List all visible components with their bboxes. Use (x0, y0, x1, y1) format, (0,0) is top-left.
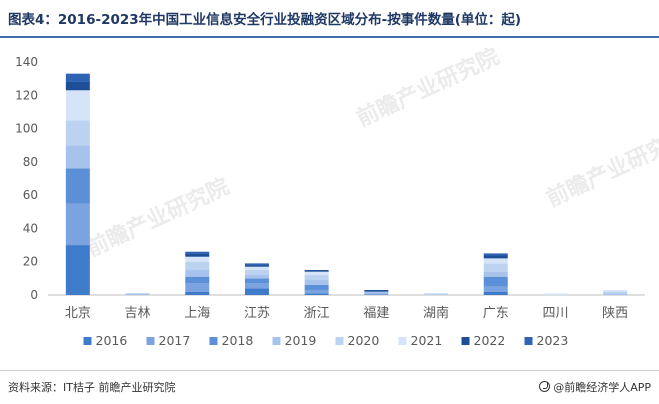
bar-segment-2018 (185, 276, 210, 284)
bar-segment-2022 (304, 270, 329, 272)
bar-segment-2021 (304, 271, 329, 276)
x-tick-label: 四川 (542, 306, 568, 321)
y-tick-label: 40 (23, 221, 38, 235)
bar-segment-2021 (185, 256, 210, 262)
y-tick-label: 80 (23, 155, 38, 169)
bar-segment-2021 (65, 90, 90, 121)
legend-label-2020: 2020 (348, 333, 380, 348)
x-tick-label: 浙江 (304, 306, 330, 321)
y-tick-label: 120 (15, 88, 38, 102)
bar-segment-2023 (185, 251, 210, 254)
footer: 资料来源：IT桔子 前瞻产业研究院 @前瞻经济学人APP (0, 370, 659, 404)
bar-segment-2019 (185, 270, 210, 277)
bar-segment-2016 (65, 245, 90, 295)
bar-segment-2017 (185, 283, 210, 292)
stacked-bar-chart: 0 20 40 60 80 100 120 140 北京 吉林 上海 江苏 浙江 福建 湖南 广东 四川 陕西 20… (15, 55, 645, 348)
bar-segment-2019 (603, 293, 628, 295)
bar-segment-2017 (244, 283, 269, 289)
y-tick-label: 140 (15, 55, 38, 69)
x-tick-label: 福建 (363, 306, 389, 321)
bar-segment-2021 (244, 266, 269, 271)
x-tick-label: 陕西 (602, 306, 628, 321)
x-tick-label: 北京 (65, 306, 91, 321)
bar-segment-2017 (364, 293, 389, 295)
legend-label-2021: 2021 (411, 333, 443, 348)
x-tick-label: 湖南 (423, 305, 449, 321)
bar-segment-2019 (304, 280, 329, 286)
bar-segment-2020 (603, 291, 628, 294)
bar-segment-2017 (65, 203, 90, 246)
bar-segment-2021 (483, 258, 508, 264)
legend-swatch-2018 (209, 337, 218, 345)
bar-segment-2016 (483, 291, 508, 295)
bar-segment-2019 (483, 271, 508, 277)
source-note: 资料来源：IT桔子 前瞻产业研究院 (8, 381, 176, 394)
legend-label-2023: 2023 (537, 333, 569, 348)
bar-segment-2022 (364, 290, 389, 292)
bar-segment-2022 (483, 255, 508, 259)
bar-segment-2019 (65, 145, 90, 169)
x-tick-label: 广东 (483, 306, 509, 321)
y-tick-label: 0 (30, 288, 38, 302)
y-tick-label: 100 (15, 122, 38, 136)
bar-segment-2016 (304, 293, 329, 295)
x-tick-label: 江苏 (244, 305, 270, 321)
legend-swatch-2022 (461, 337, 470, 345)
bar-segment-2023 (483, 253, 508, 256)
bar-segment-2018 (483, 276, 508, 287)
bar-segment-2021 (543, 293, 568, 295)
bar-segment-2020 (185, 261, 210, 271)
legend-swatch-2019 (272, 337, 281, 345)
bar-segment-2023 (65, 73, 90, 82)
bar-segment-2019 (364, 291, 389, 294)
legend-label-2017: 2017 (159, 333, 191, 348)
bar-segment-2016 (185, 291, 210, 295)
legend-swatch-2023 (524, 337, 533, 345)
bar-segment-2019 (244, 275, 269, 279)
title-bar: 图表4：2016-2023年中国工业信息安全行业投融资区域分布-按事件数量(单位… (0, 0, 659, 38)
bar-segment-2022 (185, 253, 210, 257)
legend-swatch-2020 (335, 337, 344, 345)
brand-logo-icon (539, 381, 551, 392)
chart-title: 图表4：2016-2023年中国工业信息安全行业投融资区域分布-按事件数量(单位… (8, 12, 522, 28)
x-tick-label: 上海 (184, 306, 210, 321)
bar-segment-2020 (65, 120, 90, 146)
bar-segment-2018 (65, 168, 90, 204)
bar-segment-2020 (244, 270, 269, 276)
bar-segment-2017 (304, 290, 329, 294)
bar-segment-2022 (244, 265, 269, 267)
legend-swatch-2021 (398, 337, 407, 345)
bar-segment-2017 (483, 286, 508, 292)
bar-segment-2023 (244, 263, 269, 266)
legend-label-2016: 2016 (96, 333, 128, 348)
legend-swatch-2017 (146, 337, 155, 345)
bar-segment-2018 (244, 278, 269, 284)
bar-segment-2020 (483, 263, 508, 272)
brand-credit: @前瞻经济学人APP (539, 379, 651, 395)
y-tick-label: 20 (23, 255, 38, 269)
bar-segment-2020 (304, 275, 329, 281)
legend-swatch-2016 (83, 337, 92, 345)
legend-label-2022: 2022 (474, 333, 506, 348)
bar-segment-2021 (603, 290, 628, 292)
bar-segment-2022 (65, 81, 90, 91)
legend-label-2018: 2018 (222, 333, 254, 348)
bar-segment-2018 (304, 285, 329, 291)
y-tick-label: 60 (23, 188, 38, 202)
bar-segment-2016 (244, 288, 269, 295)
legend-label-2019: 2019 (285, 333, 317, 348)
bar-segment-2019 (125, 293, 150, 295)
bar-segment-2020 (424, 293, 449, 295)
brand-text: @前瞻经济学人APP (553, 381, 651, 394)
chart-area: 0 20 40 60 80 100 120 140 北京 吉林 上海 江苏 浙江 福建 湖南 广东 四川 陕西 20… (0, 40, 659, 365)
x-tick-label: 吉林 (125, 306, 151, 321)
